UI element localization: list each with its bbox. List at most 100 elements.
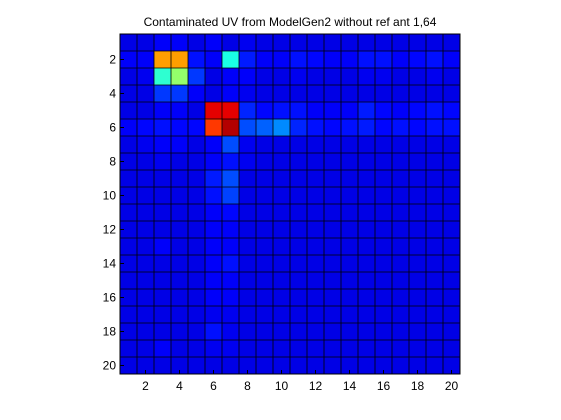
heatmap-cell <box>188 340 206 358</box>
heatmap-cell <box>120 340 138 358</box>
heatmap-cell <box>256 68 274 86</box>
heatmap-cell <box>443 272 461 290</box>
heatmap-cell <box>222 238 240 256</box>
heatmap-cell <box>120 136 138 154</box>
heatmap-cell <box>443 204 461 222</box>
heatmap-cell <box>290 289 308 307</box>
heatmap-cell <box>171 68 189 86</box>
heatmap-cell <box>290 153 308 171</box>
x-tick-label: 20 <box>445 379 459 393</box>
heatmap-cell <box>443 136 461 154</box>
heatmap-cell <box>426 204 444 222</box>
heatmap-cell <box>426 68 444 86</box>
heatmap-cell <box>341 153 359 171</box>
heatmap-cell <box>341 119 359 137</box>
heatmap-cell <box>222 204 240 222</box>
heatmap-cell <box>171 221 189 239</box>
heatmap-cell <box>120 68 138 86</box>
heatmap-cell <box>120 306 138 324</box>
heatmap-cell <box>409 289 427 307</box>
heatmap-cell <box>205 187 223 205</box>
heatmap-cell <box>341 102 359 120</box>
heatmap-cell <box>290 187 308 205</box>
heatmap-cell <box>256 119 274 137</box>
heatmap-cell <box>324 340 342 358</box>
heatmap-cell <box>222 221 240 239</box>
heatmap-cell <box>188 255 206 273</box>
heatmap-cell <box>188 68 206 86</box>
heatmap-cell <box>239 68 257 86</box>
heatmap-cell <box>358 170 376 188</box>
heatmap-cell <box>307 323 325 341</box>
heatmap-cell <box>358 204 376 222</box>
heatmap-cell <box>290 170 308 188</box>
heatmap-cell <box>375 323 393 341</box>
heatmap-cell <box>392 357 410 375</box>
heatmap-cell <box>392 306 410 324</box>
heatmap-cell <box>120 119 138 137</box>
heatmap-cell <box>307 357 325 375</box>
heatmap-cell <box>324 119 342 137</box>
heatmap-cell <box>307 221 325 239</box>
heatmap-cell <box>273 289 291 307</box>
heatmap-cell <box>256 102 274 120</box>
x-tick-label: 14 <box>343 379 357 393</box>
heatmap-cell <box>239 238 257 256</box>
heatmap-cell <box>307 119 325 137</box>
heatmap-cell <box>239 153 257 171</box>
plot-frame <box>119 33 461 375</box>
heatmap-cell <box>154 306 172 324</box>
heatmap-cell <box>341 85 359 103</box>
heatmap-cell <box>375 306 393 324</box>
heatmap-cell <box>307 170 325 188</box>
heatmap-cell <box>154 289 172 307</box>
heatmap-cell <box>273 221 291 239</box>
heatmap-cell <box>426 102 444 120</box>
heatmap-cell <box>154 34 172 52</box>
heatmap-cell <box>307 85 325 103</box>
heatmap-cell <box>443 119 461 137</box>
heatmap-cell <box>222 68 240 86</box>
heatmap-cell <box>137 323 155 341</box>
x-tick-label: 12 <box>309 379 323 393</box>
heatmap-cell <box>409 221 427 239</box>
heatmap-cell <box>273 34 291 52</box>
heatmap-cell <box>426 323 444 341</box>
heatmap-cell <box>222 85 240 103</box>
heatmap-cell <box>358 51 376 69</box>
heatmap-cell <box>256 187 274 205</box>
heatmap-cell <box>171 357 189 375</box>
heatmap-cell <box>392 323 410 341</box>
heatmap-cell <box>222 136 240 154</box>
heatmap-cell <box>273 119 291 137</box>
y-tick-label: 2 <box>109 53 116 67</box>
heatmap-cell <box>409 323 427 341</box>
heatmap-cell <box>256 153 274 171</box>
y-tick-label: 14 <box>103 257 117 271</box>
heatmap-cell <box>239 204 257 222</box>
heatmap-cell <box>188 187 206 205</box>
heatmap-cell <box>222 119 240 137</box>
heatmap-cell <box>341 34 359 52</box>
heatmap-cell <box>324 136 342 154</box>
heatmap-cell <box>426 34 444 52</box>
heatmap-cell <box>154 272 172 290</box>
heatmap-cell <box>409 68 427 86</box>
heatmap-cell <box>154 238 172 256</box>
heatmap-cell <box>392 68 410 86</box>
heatmap-cell <box>188 238 206 256</box>
heatmap-cell <box>426 357 444 375</box>
y-tick-label: 20 <box>103 359 117 373</box>
heatmap-cell <box>375 238 393 256</box>
heatmap-cell <box>375 289 393 307</box>
heatmap-cell <box>222 340 240 358</box>
heatmap-cell <box>154 119 172 137</box>
heatmap-cell <box>324 323 342 341</box>
heatmap-cell <box>290 119 308 137</box>
heatmap-cell <box>171 153 189 171</box>
y-tick-label: 8 <box>109 155 116 169</box>
heatmap-cell <box>375 357 393 375</box>
heatmap-cell <box>324 204 342 222</box>
heatmap-cell <box>426 340 444 358</box>
heatmap-cell <box>137 204 155 222</box>
